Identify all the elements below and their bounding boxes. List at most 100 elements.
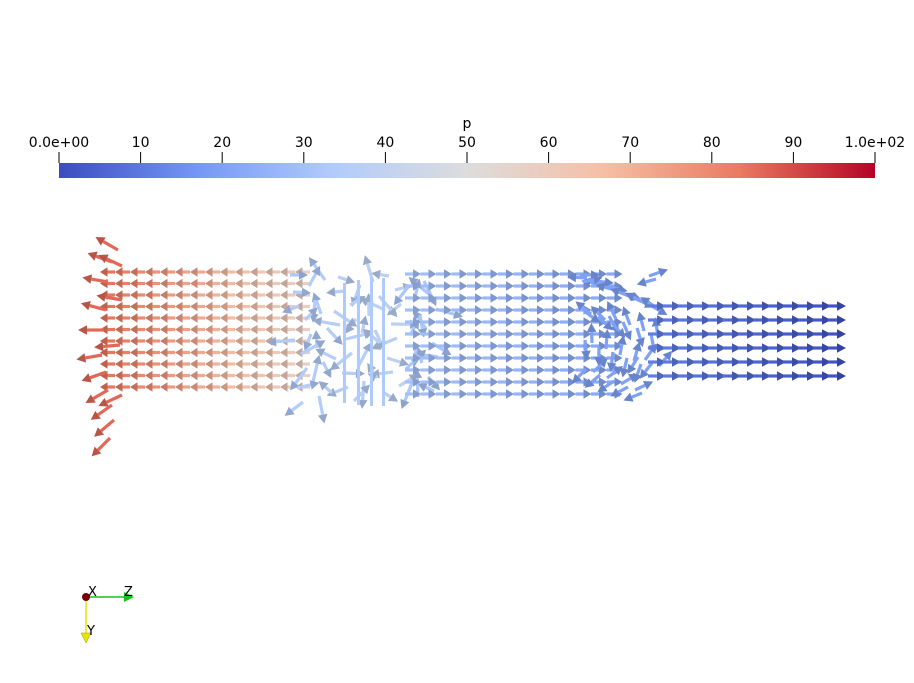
vector-arrow-glyph xyxy=(813,315,831,325)
vector-arrow-glyph xyxy=(235,359,250,369)
vector-arrow-glyph xyxy=(220,347,235,358)
vector-arrow-glyph xyxy=(798,301,816,311)
vector-arrow-glyph xyxy=(436,281,452,291)
vector-arrow-glyph xyxy=(265,267,280,277)
vector-arrow-glyph xyxy=(115,370,130,381)
vector-arrow-glyph xyxy=(315,348,337,361)
vector-arrow-glyph xyxy=(100,359,115,369)
vector-arrow-glyph xyxy=(606,341,623,351)
vector-arrow-glyph xyxy=(498,329,514,339)
vector-arrow-glyph xyxy=(813,343,831,353)
vector-arrow-glyph xyxy=(265,301,280,312)
vector-arrow-glyph xyxy=(115,324,130,335)
vector-arrow-glyph xyxy=(636,311,646,332)
vector-arrow-glyph xyxy=(405,377,421,387)
vector-arrow-glyph xyxy=(290,270,308,280)
vector-arrow-glyph xyxy=(250,267,265,277)
vector-arrow-glyph xyxy=(828,357,846,367)
vector-arrow-glyph xyxy=(420,353,437,363)
vector-arrow-glyph xyxy=(235,347,250,358)
vector-arrow-glyph xyxy=(544,281,561,291)
vector-arrow-glyph xyxy=(96,292,123,302)
vector-arrow-glyph xyxy=(235,313,250,323)
vector-arrow-glyph xyxy=(529,281,545,291)
vector-arrow-glyph xyxy=(420,281,437,291)
vector-arrow-glyph xyxy=(377,294,398,318)
vector-arrow-glyph xyxy=(529,329,545,339)
z-axis-label: Z xyxy=(124,585,133,600)
vector-arrow-glyph xyxy=(828,329,846,339)
vector-arrow-glyph xyxy=(250,313,265,323)
vector-arrow-glyph xyxy=(678,343,696,353)
vector-arrow-glyph xyxy=(80,300,107,312)
vector-arrow-glyph xyxy=(343,283,346,403)
vector-arrow-glyph xyxy=(160,359,175,369)
vector-arrow-glyph xyxy=(130,278,145,289)
vector-arrow-glyph xyxy=(145,324,160,335)
vector-arrow-glyph xyxy=(610,385,629,397)
vector-arrow-glyph xyxy=(300,340,326,356)
vector-arrow-glyph xyxy=(303,333,313,351)
color-legend-title: p xyxy=(463,116,472,132)
vector-arrow-glyph xyxy=(145,370,160,381)
vector-arrow-glyph xyxy=(393,286,410,306)
vector-arrow-glyph xyxy=(115,359,130,369)
vector-arrow-glyph xyxy=(632,341,642,362)
vector-arrow-glyph xyxy=(482,329,499,339)
x-axis-label: X xyxy=(88,585,97,600)
color-legend-tick-label: 80 xyxy=(703,135,721,151)
vector-arrow-glyph xyxy=(663,329,681,339)
vector-arrow-glyph xyxy=(265,347,280,358)
vector-arrow-glyph xyxy=(783,315,801,325)
vector-arrow-glyph xyxy=(482,317,499,327)
vector-arrow-glyph xyxy=(295,278,310,289)
vector-arrow-glyph xyxy=(175,324,190,335)
vector-arrow-glyph xyxy=(312,316,341,327)
vector-arrow-glyph xyxy=(175,278,190,289)
vector-arrow-glyph xyxy=(513,269,530,279)
vector-arrow-glyph xyxy=(723,357,741,367)
vector-arrow-glyph xyxy=(482,389,499,399)
vector-arrow-glyph xyxy=(436,341,452,351)
vector-arrow-glyph xyxy=(296,380,320,390)
vector-arrow-glyph xyxy=(648,371,666,381)
vector-arrow-glyph xyxy=(575,341,592,351)
vector-arrow-glyph xyxy=(115,382,130,392)
vector-arrow-glyph xyxy=(783,357,801,367)
vector-arrow-glyph xyxy=(560,305,576,315)
vector-arrow-glyph xyxy=(420,293,437,303)
vector-arrow-glyph xyxy=(91,436,112,457)
vector-arrow-glyph xyxy=(145,336,160,346)
vector-arrow-glyph xyxy=(634,381,654,392)
vector-arrow-glyph xyxy=(591,329,607,339)
vector-arrow-glyph xyxy=(560,329,576,339)
vector-arrow-glyph xyxy=(190,267,205,277)
vector-arrow-glyph xyxy=(583,309,601,323)
vector-arrow-glyph xyxy=(190,336,205,346)
vector-arrow-glyph xyxy=(632,363,643,383)
vector-arrow-glyph xyxy=(160,301,175,312)
vector-arrow-glyph xyxy=(513,365,530,375)
vector-arrow-glyph xyxy=(723,315,741,325)
vector-arrow-glyph xyxy=(798,357,816,367)
vector-arrow-glyph xyxy=(529,293,545,303)
vector-arrow-glyph xyxy=(235,301,250,312)
vector-arrow-glyph xyxy=(115,278,130,289)
vector-arrow-glyph xyxy=(467,281,483,291)
vector-arrow-glyph xyxy=(663,315,681,325)
vector-arrow-glyph xyxy=(265,313,280,323)
vector-arrow-glyph xyxy=(591,293,607,303)
vector-arrow-glyph xyxy=(627,356,640,374)
vector-arrow-glyph xyxy=(160,278,175,289)
vector-arrow-glyph xyxy=(560,389,576,399)
vector-arrow-glyph xyxy=(265,290,280,300)
vector-arrow-glyph xyxy=(467,341,483,351)
vector-arrow-glyph xyxy=(235,370,250,381)
vector-arrow-glyph xyxy=(405,329,421,339)
vector-arrow-glyph xyxy=(282,304,300,314)
vector-arrow-glyph xyxy=(280,278,295,289)
vector-arrow-glyph xyxy=(205,324,220,335)
vector-arrow-glyph xyxy=(451,281,468,291)
vector-arrow-glyph xyxy=(606,353,623,363)
